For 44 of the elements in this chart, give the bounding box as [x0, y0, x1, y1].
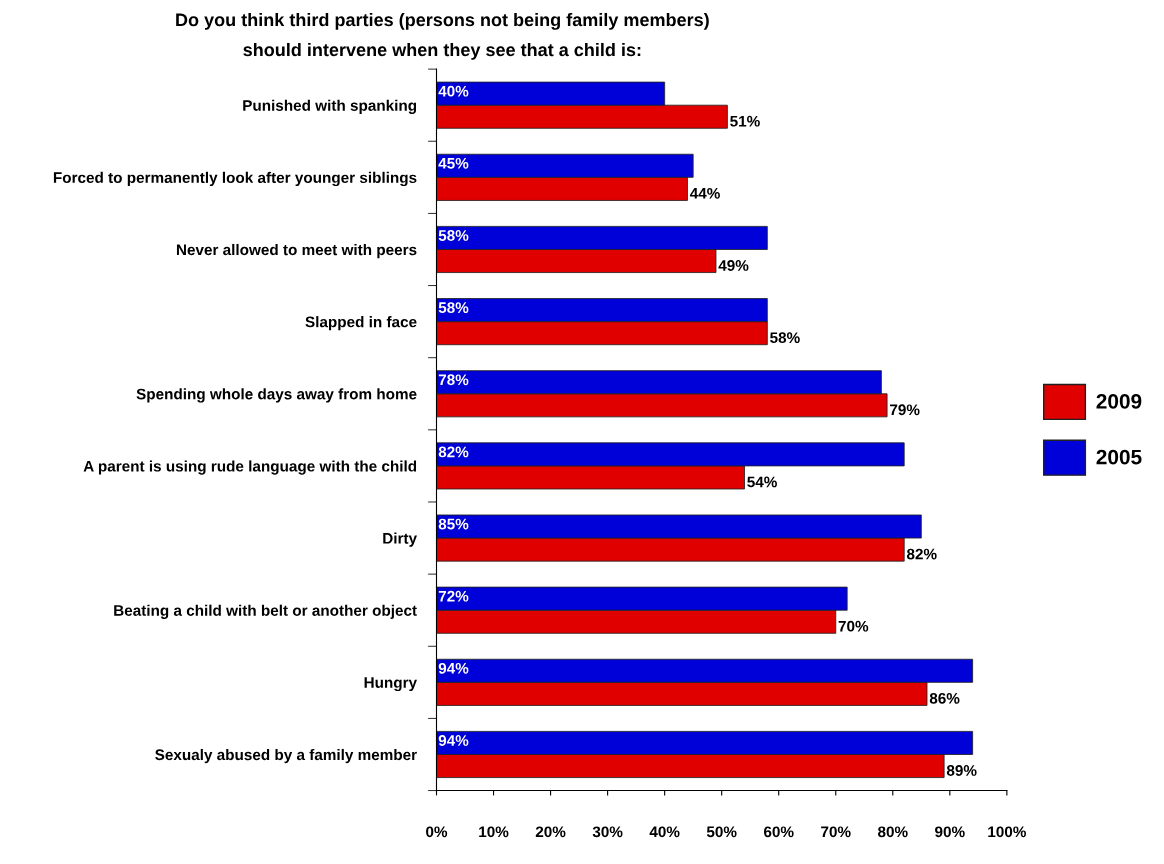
data-label: 94% — [438, 735, 469, 746]
y-tick-label: Beating a child with belt or another object — [114, 604, 417, 619]
data-label: 58% — [770, 332, 800, 344]
data-label: 72% — [438, 590, 469, 602]
x-tick-label: 70% — [821, 826, 851, 838]
y-tick-label: Sexualy abused by a family member — [155, 748, 417, 764]
data-label: 70% — [838, 620, 869, 632]
data-label: 44% — [689, 187, 720, 199]
data-label: 51% — [730, 115, 760, 127]
chart-title: Do you think third parties (persons not being family members) should intervene when they see that a child is: — [176, 12, 709, 60]
data-label: 94% — [438, 662, 469, 674]
data-label: 45% — [438, 157, 469, 169]
data-label: 82% — [906, 548, 937, 560]
data-label: 79% — [890, 404, 920, 416]
x-tick-label: 100% — [988, 826, 1026, 838]
x-tick-label: 0% — [426, 826, 448, 838]
legend-label: 2009 — [1096, 393, 1142, 409]
data-label: 49% — [718, 260, 749, 271]
x-tick-label: 30% — [592, 826, 623, 838]
y-tick-label: Dirty — [383, 532, 417, 547]
y-tick-label: Hungry — [364, 677, 417, 692]
x-tick-label: 90% — [935, 826, 965, 838]
y-tick-label: Punished with spanking — [243, 99, 417, 114]
x-tick-label: 60% — [763, 826, 794, 838]
y-tick-label: Slapped in face — [305, 316, 417, 331]
x-tick-label: 20% — [535, 826, 566, 838]
data-label: 86% — [929, 692, 960, 704]
y-tick-label: A parent is using rude language with the child — [83, 460, 417, 475]
x-tick-label: 50% — [706, 826, 737, 838]
x-tick-label: 10% — [479, 826, 509, 838]
data-label: 82% — [438, 446, 469, 458]
data-label: 78% — [438, 374, 469, 386]
x-tick-label: 80% — [877, 826, 908, 838]
data-label: 40% — [438, 85, 469, 97]
data-label: 58% — [438, 302, 469, 314]
x-tick-label: 40% — [649, 826, 680, 838]
y-tick-label: Spending whole days away from home — [136, 388, 417, 403]
legend-label: 2005 — [1096, 449, 1142, 465]
data-label: 89% — [946, 765, 977, 776]
y-tick-label: Forced to permanently look after younger siblings — [53, 171, 417, 187]
data-label: 58% — [438, 230, 469, 241]
data-label: 54% — [747, 476, 777, 488]
y-tick-label: Never allowed to meet with peers — [176, 243, 417, 259]
data-label: 85% — [438, 518, 469, 530]
